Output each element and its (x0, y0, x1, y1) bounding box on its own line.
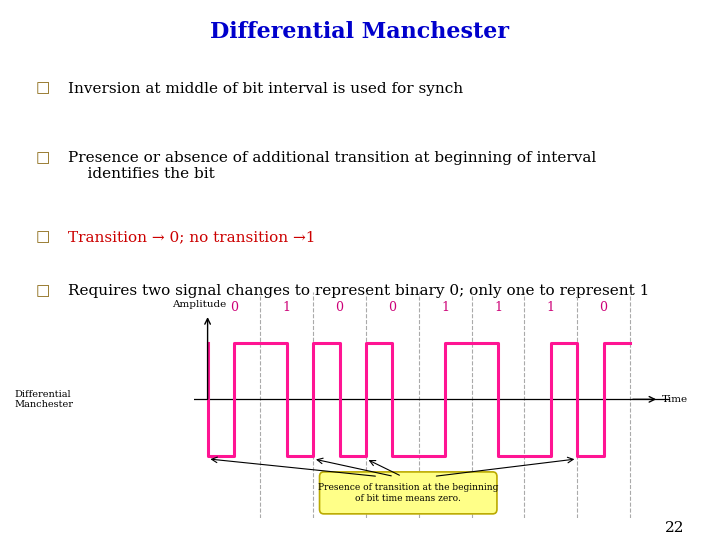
Text: Transition → 0; no transition →1: Transition → 0; no transition →1 (68, 230, 316, 244)
Text: Presence or absence of additional transition at beginning of interval
    identi: Presence or absence of additional transi… (68, 151, 597, 181)
Text: 1: 1 (494, 301, 502, 314)
Text: □: □ (36, 151, 50, 165)
Text: 22: 22 (665, 521, 684, 535)
Text: 0: 0 (230, 301, 238, 314)
Text: Presence of transition at the beginning
of bit time means zero.: Presence of transition at the beginning … (318, 483, 498, 503)
Text: 1: 1 (546, 301, 555, 314)
Text: Time: Time (662, 395, 688, 404)
Text: □: □ (36, 82, 50, 96)
Text: 1: 1 (441, 301, 449, 314)
Text: □: □ (36, 284, 50, 298)
Text: Differential
Manchester: Differential Manchester (14, 390, 73, 409)
Text: Inversion at middle of bit interval is used for synch: Inversion at middle of bit interval is u… (68, 82, 464, 96)
Text: Amplitude: Amplitude (173, 300, 227, 309)
Text: Requires two signal changes to represent binary 0; only one to represent 1: Requires two signal changes to represent… (68, 284, 649, 298)
Text: 0: 0 (336, 301, 343, 314)
Text: 0: 0 (388, 301, 397, 314)
Text: 0: 0 (600, 301, 608, 314)
Text: 1: 1 (283, 301, 291, 314)
Text: Differential Manchester: Differential Manchester (210, 21, 510, 43)
FancyBboxPatch shape (320, 472, 497, 514)
Text: □: □ (36, 230, 50, 244)
